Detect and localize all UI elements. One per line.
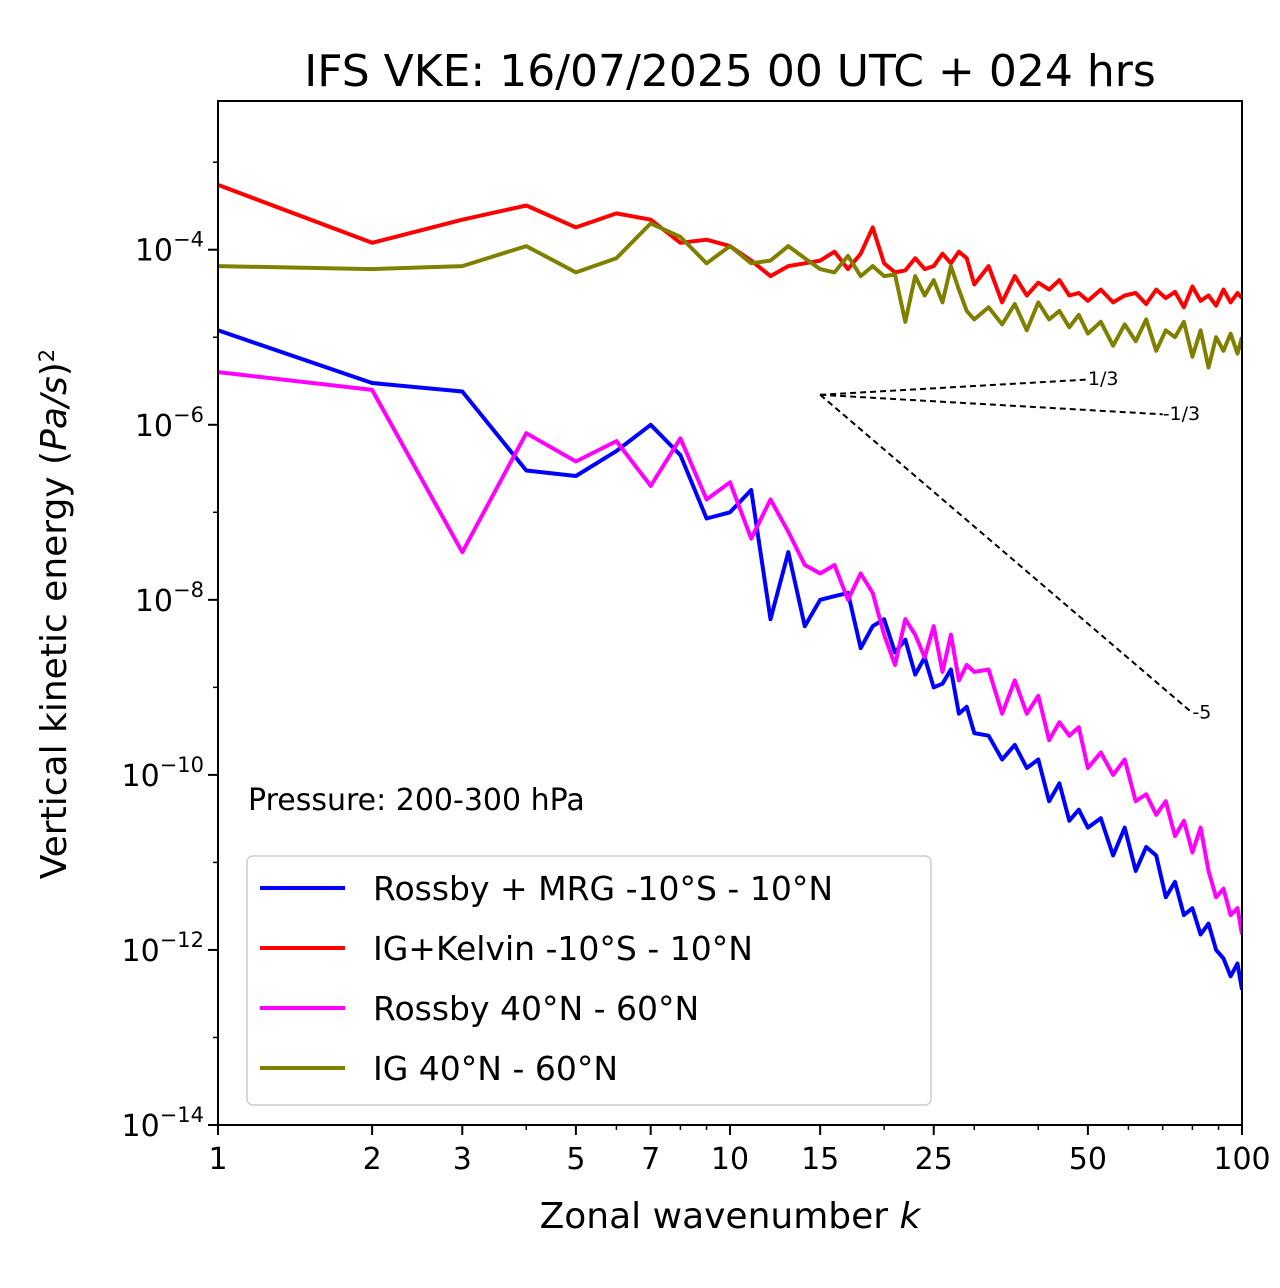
- y-tick-base: 10: [121, 1109, 159, 1144]
- y-tick-power: −10: [160, 753, 204, 777]
- x-tick-label: 2: [363, 1142, 382, 1177]
- x-tick-label: 10: [711, 1142, 749, 1177]
- y-tick-power: −6: [173, 403, 204, 427]
- y-tick-label: 10−10: [121, 753, 204, 794]
- legend: Rossby + MRG -10°S - 10°N IG+Kelvin -10°S…: [246, 855, 932, 1106]
- y-tick-base: 10: [135, 584, 173, 619]
- legend-label-2: IG+Kelvin -10°S - 10°N: [373, 929, 753, 968]
- y-tick-base: 10: [121, 759, 159, 794]
- y-tick-label: 10−4: [135, 228, 204, 269]
- series-line-3: [218, 370, 1242, 935]
- y-tick-power: −14: [160, 1103, 204, 1127]
- series-line-4: [218, 221, 1242, 370]
- y-axis-label-suffix: ): [34, 362, 75, 376]
- x-tick-label: 50: [1069, 1142, 1107, 1177]
- y-tick-label: 10−14: [121, 1103, 204, 1144]
- x-tick-label: 15: [801, 1142, 839, 1177]
- legend-label-1: Rossby + MRG -10°S - 10°N: [373, 869, 833, 908]
- x-tick-label: 3: [453, 1142, 472, 1177]
- plot-lines: [218, 183, 1242, 991]
- y-axis-label-prefix: Vertical kinetic energy (: [34, 451, 75, 879]
- x-tick-label: 100: [1213, 1142, 1270, 1177]
- y-tick-base: 10: [135, 234, 173, 269]
- legend-box: [246, 855, 932, 1106]
- y-tick-power: −4: [173, 228, 204, 252]
- y-axis-label: Vertical kinetic energy (Pa/s)2: [34, 349, 75, 879]
- y-tick-label: 10−12: [121, 928, 204, 969]
- reference-slopes: 1/3 -1/3 -5: [819, 368, 1211, 723]
- y-tick-label: 10−8: [135, 578, 204, 619]
- y-tick-base: 10: [121, 934, 159, 969]
- x-axis-label: Zonal wavenumber k: [540, 1196, 923, 1237]
- chart-title: IFS VKE: 16/07/2025 00 UTC + 024 hrs: [304, 46, 1156, 97]
- x-axis-label-text: Zonal wavenumber: [540, 1196, 889, 1237]
- y-axis-label-power: 2: [35, 349, 59, 362]
- x-tick-label: 25: [915, 1142, 953, 1177]
- legend-label-3: Rossby 40°N - 60°N: [373, 989, 699, 1028]
- y-tick-base: 10: [135, 409, 173, 444]
- x-tick-label: 7: [641, 1142, 660, 1177]
- legend-label-4: IG 40°N - 60°N: [373, 1049, 618, 1088]
- svg-text:Vertical kinetic energy (Pa/s): Vertical kinetic energy (Pa/s)2: [34, 349, 75, 879]
- slope-label-3: -5: [1192, 701, 1211, 723]
- y-tick-power: −8: [173, 578, 204, 602]
- slope-line-2: [820, 393, 1163, 416]
- slope-line-3: [819, 394, 1194, 714]
- y-tick-power: −12: [160, 928, 204, 952]
- x-tick-label: 1: [208, 1142, 227, 1177]
- pressure-annotation: Pressure: 200-300 hPa: [248, 783, 585, 818]
- slope-line-1: [820, 378, 1088, 396]
- x-tick-label: 5: [566, 1142, 585, 1177]
- y-tick-label: 10−6: [135, 403, 204, 444]
- x-axis-label-var: k: [900, 1196, 923, 1237]
- slope-label-2: -1/3: [1163, 403, 1200, 425]
- x-ticks: 1 2 3 5 7 10 15 25 50 100: [208, 1125, 1271, 1177]
- y-axis-label-var: Pa/s: [34, 376, 75, 451]
- legend-items: Rossby + MRG -10°S - 10°N IG+Kelvin -10°S…: [260, 869, 833, 1088]
- slope-label-1: 1/3: [1088, 368, 1119, 390]
